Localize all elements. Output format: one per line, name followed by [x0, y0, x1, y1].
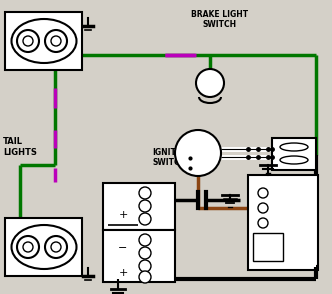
Ellipse shape: [12, 225, 76, 269]
Ellipse shape: [280, 143, 308, 151]
Circle shape: [258, 218, 268, 228]
Circle shape: [139, 271, 151, 283]
Circle shape: [139, 200, 151, 212]
Text: TAIL
LIGHTS: TAIL LIGHTS: [3, 137, 37, 157]
Circle shape: [17, 30, 39, 52]
Circle shape: [139, 234, 151, 246]
Bar: [103, 230, 175, 282]
Circle shape: [258, 188, 268, 198]
Bar: [103, 183, 175, 230]
Bar: [5, 12, 82, 70]
Ellipse shape: [12, 19, 76, 63]
Text: −: −: [118, 243, 128, 253]
Circle shape: [139, 247, 151, 259]
Circle shape: [23, 242, 33, 252]
Circle shape: [23, 36, 33, 46]
Bar: [248, 175, 318, 270]
Circle shape: [196, 69, 224, 97]
Text: +: +: [118, 268, 128, 278]
Circle shape: [139, 260, 151, 272]
Text: BRAKE LIGHT
SWITCH: BRAKE LIGHT SWITCH: [192, 10, 249, 29]
Circle shape: [51, 36, 61, 46]
Circle shape: [17, 236, 39, 258]
Circle shape: [258, 203, 268, 213]
Circle shape: [139, 187, 151, 199]
Bar: [253, 233, 283, 261]
Bar: [5, 218, 82, 276]
Text: +: +: [118, 210, 128, 220]
Circle shape: [51, 242, 61, 252]
Circle shape: [45, 236, 67, 258]
Bar: [272, 138, 316, 170]
Circle shape: [45, 30, 67, 52]
Circle shape: [175, 130, 221, 176]
Text: IGNITION
SWITCH: IGNITION SWITCH: [152, 148, 192, 167]
Circle shape: [139, 213, 151, 225]
Ellipse shape: [280, 156, 308, 164]
